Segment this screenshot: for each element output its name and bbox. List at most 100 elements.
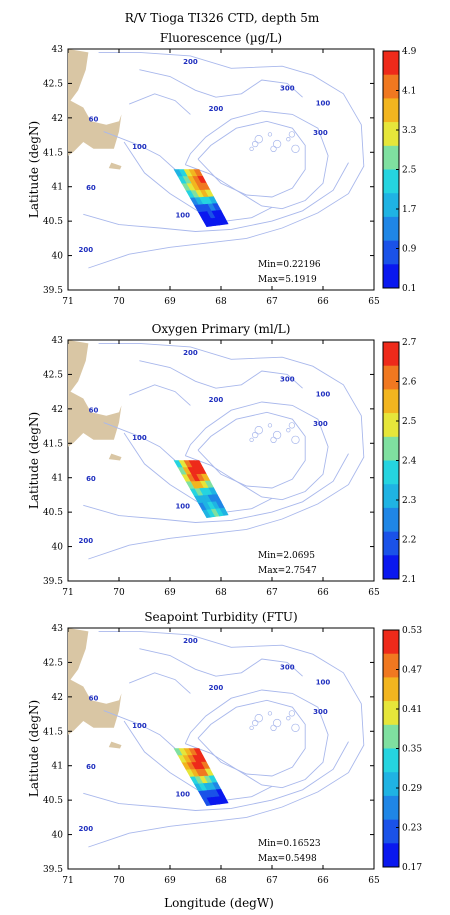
isobath-label: 100 [132, 434, 147, 442]
data-cell [219, 507, 229, 516]
max-value: Max=0.5498 [258, 854, 317, 864]
x-tick-label: 65 [368, 297, 380, 307]
y-tick-label: 40 [52, 252, 64, 262]
land-mass [68, 49, 122, 156]
x-tick-label: 66 [317, 876, 329, 886]
y-tick-label: 41 [52, 762, 63, 772]
island [108, 741, 122, 749]
colorbar-swatch [383, 240, 399, 265]
colorbar-tick-label: 4.1 [402, 87, 416, 97]
shoal-contour [272, 430, 282, 440]
x-tick-label: 68 [215, 297, 227, 307]
isobath-line [88, 630, 365, 848]
isobath-label: 100 [175, 212, 190, 220]
isobath-label: 100 [316, 390, 331, 398]
map-area [67, 339, 375, 582]
isobath-label: 100 [316, 99, 331, 107]
isobath-line [184, 110, 329, 210]
colorbar-tick-label: 1.7 [402, 205, 417, 215]
isobath-line [197, 120, 306, 198]
colorbar-swatch [383, 795, 399, 820]
isobath-line [139, 69, 303, 98]
x-tick-label: 65 [368, 876, 380, 886]
shoal-contour [286, 137, 291, 142]
colorbar-swatch [383, 436, 399, 461]
x-tick-label: 69 [164, 876, 176, 886]
isobath-label: 60 [86, 475, 96, 483]
panel-2: Oxygen Primary (ml/L) 200 60 200 300 100 300 10… [27, 322, 417, 598]
colorbar-swatch [383, 630, 399, 654]
isobath-line [103, 422, 176, 461]
section-data [173, 748, 229, 807]
island [108, 162, 122, 170]
y-tick-label: 39.5 [43, 577, 63, 587]
isobath-label: 300 [280, 375, 295, 383]
x-tick-label: 65 [368, 588, 380, 598]
colorbar-swatch [383, 342, 399, 366]
isobath-label: 100 [132, 722, 147, 730]
colorbar-tick-label: 0.17 [402, 863, 422, 873]
min-value: Min=2.0695 [258, 551, 315, 561]
colorbar-tick-label: 2.4 [402, 457, 417, 467]
shoal-contour [254, 714, 263, 723]
y-tick-label: 41.5 [43, 439, 63, 449]
colorbar-tick-label: 0.47 [402, 666, 422, 676]
y-tick-label: 42.5 [43, 658, 63, 668]
isobath-label: 300 [280, 84, 295, 92]
y-tick-label: 40.5 [43, 217, 63, 227]
y-tick-label: 43 [52, 336, 64, 346]
colorbar-swatch [383, 145, 399, 170]
isobath-line [83, 741, 349, 811]
colorbar-tick-label: 2.5 [402, 417, 417, 427]
colorbar-tick-label: 3.3 [402, 126, 417, 136]
data-cell [219, 216, 229, 225]
shoal-contour [288, 131, 296, 138]
y-tick-label: 42 [52, 114, 63, 124]
y-tick-label: 41 [52, 474, 63, 484]
y-tick-label: 40 [52, 831, 64, 841]
isobath-line [139, 648, 303, 677]
colorbar-swatch [383, 653, 399, 678]
colorbar-swatch [383, 507, 399, 532]
panel-title: Fluorescence (µg/L) [160, 31, 282, 45]
colorbar-swatch [383, 772, 399, 797]
y-tick-label: 43 [52, 624, 64, 634]
isobath-label: 60 [86, 184, 96, 192]
data-cell [219, 795, 229, 804]
colorbar-swatch [383, 365, 399, 390]
isobath-line [184, 401, 329, 501]
colorbar-swatch [383, 724, 399, 749]
y-axis-label: Latitude (degN) [27, 412, 41, 509]
colorbar-swatch [383, 843, 399, 868]
shoal-contour [288, 422, 296, 429]
shoal-contour [286, 428, 291, 433]
shoal-contour [254, 426, 263, 435]
isobath-label: 60 [89, 115, 99, 123]
land-mass [68, 340, 122, 447]
colorbar-swatch [383, 819, 399, 844]
isobath-line [129, 672, 191, 694]
shoal-contour [249, 146, 254, 151]
y-axis-label: Latitude (degN) [27, 700, 41, 797]
shoal-contour [291, 144, 300, 153]
shoal-contour [254, 135, 263, 144]
x-tick-label: 70 [113, 588, 125, 598]
colorbar-tick-label: 2.6 [402, 378, 417, 388]
shoal-contour [249, 437, 254, 442]
x-tick-label: 66 [317, 297, 329, 307]
isobath-line [83, 162, 349, 232]
section-data [173, 169, 229, 228]
land-mass [68, 628, 122, 735]
max-value: Max=2.7547 [258, 566, 317, 576]
shoal-contour [272, 718, 282, 728]
y-tick-label: 41.5 [43, 727, 63, 737]
colorbar: 0.53 0.47 0.41 0.35 0.29 0.23 0.17 [382, 626, 422, 873]
map-area [67, 627, 375, 870]
isobath-label: 200 [209, 396, 224, 404]
x-tick-label: 69 [164, 588, 176, 598]
y-tick-label: 40.5 [43, 796, 63, 806]
colorbar-swatch [383, 748, 399, 773]
colorbar-tick-label: 2.5 [402, 166, 417, 176]
y-tick-label: 40.5 [43, 508, 63, 518]
isobath-label: 200 [183, 58, 198, 66]
